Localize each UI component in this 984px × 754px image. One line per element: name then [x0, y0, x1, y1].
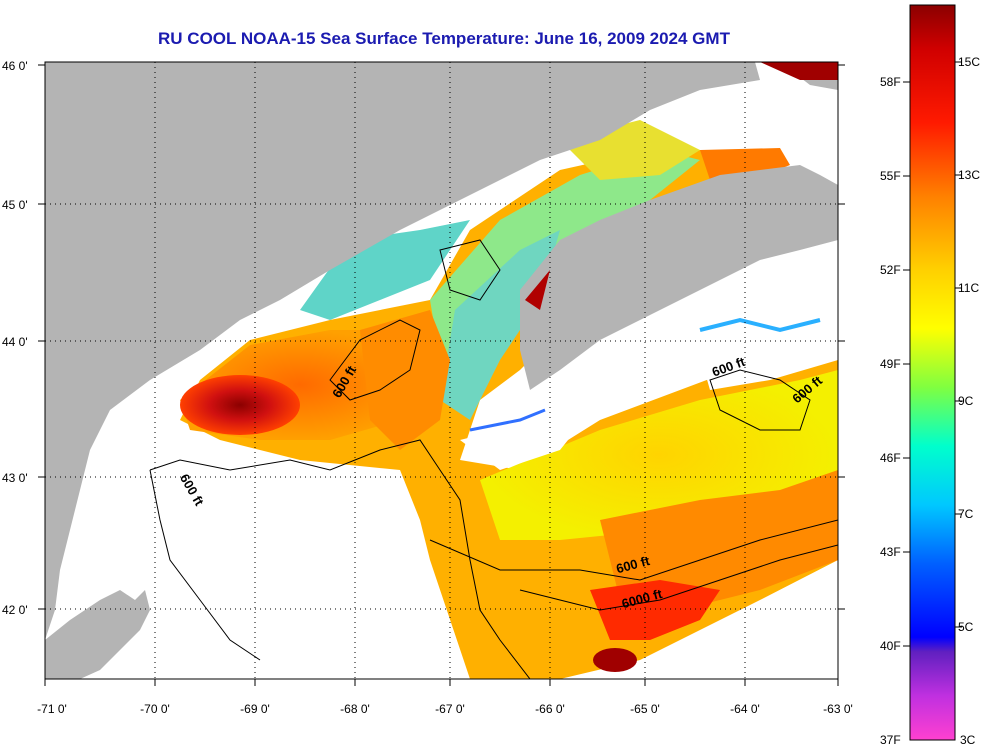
sst-cold-patches [699, 317, 821, 333]
mainland-maine-nb [45, 62, 760, 640]
latitude-labels: 46 0' 45 0' 44 0' 43 0' 42 0' [2, 59, 28, 617]
cb-c-label: 13C [958, 168, 980, 182]
map-frame [44, 61, 839, 680]
nova-scotia [520, 165, 838, 390]
sst-orange-band [600, 470, 838, 610]
cb-c-label: 7C [958, 507, 974, 521]
contour-600ft-georges [429, 519, 838, 581]
colorbar-bar [909, 4, 956, 741]
cb-f-label: 37F [880, 733, 901, 747]
lon-label: -70 0' [140, 702, 170, 716]
cb-c-label: 11C [958, 281, 979, 295]
land [45, 62, 838, 679]
figure-title: RU COOL NOAA-15 Sea Surface Temperature:… [158, 29, 731, 48]
sst-cloud-area [690, 280, 838, 390]
sst-red-band [590, 580, 720, 640]
colorbar-ticks [903, 61, 962, 647]
contour-600ft-scotian [709, 369, 811, 431]
sst-hot-spot [180, 375, 300, 435]
cb-f-label: 55F [880, 169, 901, 183]
cb-f-label: 43F [880, 545, 901, 559]
sst-field [180, 120, 838, 679]
cb-f-label: 40F [880, 639, 901, 653]
lat-label: 45 0' [2, 198, 28, 212]
colorbar: 58F 55F 52F 49F 46F 43F 40F 37F 15C 13C … [880, 4, 980, 747]
lon-label: -68 0' [340, 702, 370, 716]
colorbar-c-labels: 15C 13C 11C 9C 7C 5C 3C [958, 55, 980, 747]
lon-label: -69 0' [240, 702, 270, 716]
bathymetry-contours [149, 239, 838, 679]
cb-c-label: 3C [960, 733, 976, 747]
cb-f-label: 58F [880, 75, 901, 89]
sst-cold-edge [469, 408, 546, 432]
lon-label: -71 0' [37, 702, 67, 716]
cb-c-label: 15C [958, 55, 980, 69]
lat-label: 46 0' [2, 59, 28, 73]
contour-600ft-west [149, 439, 531, 679]
colorbar-f-labels: 58F 55F 52F 49F 46F 43F 40F 37F [880, 75, 901, 747]
contour-6000ft [519, 544, 838, 611]
contour-600ft-central [329, 319, 421, 401]
map-area: 600 ft 600 ft 600 ft 600 ft 600 ft 6000 … [45, 62, 838, 679]
sst-coastal-cool [300, 220, 470, 320]
cape-cod [45, 590, 150, 679]
lat-label: 44 0' [2, 335, 28, 349]
sst-cloud-gap [460, 400, 600, 470]
cb-c-label: 5C [958, 620, 974, 634]
lat-label: 43 0' [2, 471, 28, 485]
sst-warm-central [360, 310, 450, 450]
northumberland-strait [760, 62, 838, 80]
lon-label: -64 0' [730, 702, 760, 716]
lon-label: -66 0' [535, 702, 565, 716]
contour-600ft-southwest [149, 469, 261, 661]
lon-label: -63 0' [823, 702, 853, 716]
longitude-labels: -71 0' -70 0' -69 0' -68 0' -67 0' -66 0… [37, 702, 853, 716]
annapolis-basin [525, 270, 550, 310]
axis-ticks [38, 64, 845, 686]
cb-f-label: 46F [880, 451, 901, 465]
sst-dark-red-spot [593, 648, 637, 672]
graticule [45, 62, 838, 679]
cb-c-label: 9C [958, 394, 974, 408]
cb-f-label: 49F [880, 357, 901, 371]
cb-f-label: 52F [880, 263, 901, 277]
contour-600ft-north [439, 239, 501, 301]
lon-label: -67 0' [435, 702, 465, 716]
lat-label: 42 0' [2, 603, 28, 617]
lon-label: -65 0' [630, 702, 660, 716]
